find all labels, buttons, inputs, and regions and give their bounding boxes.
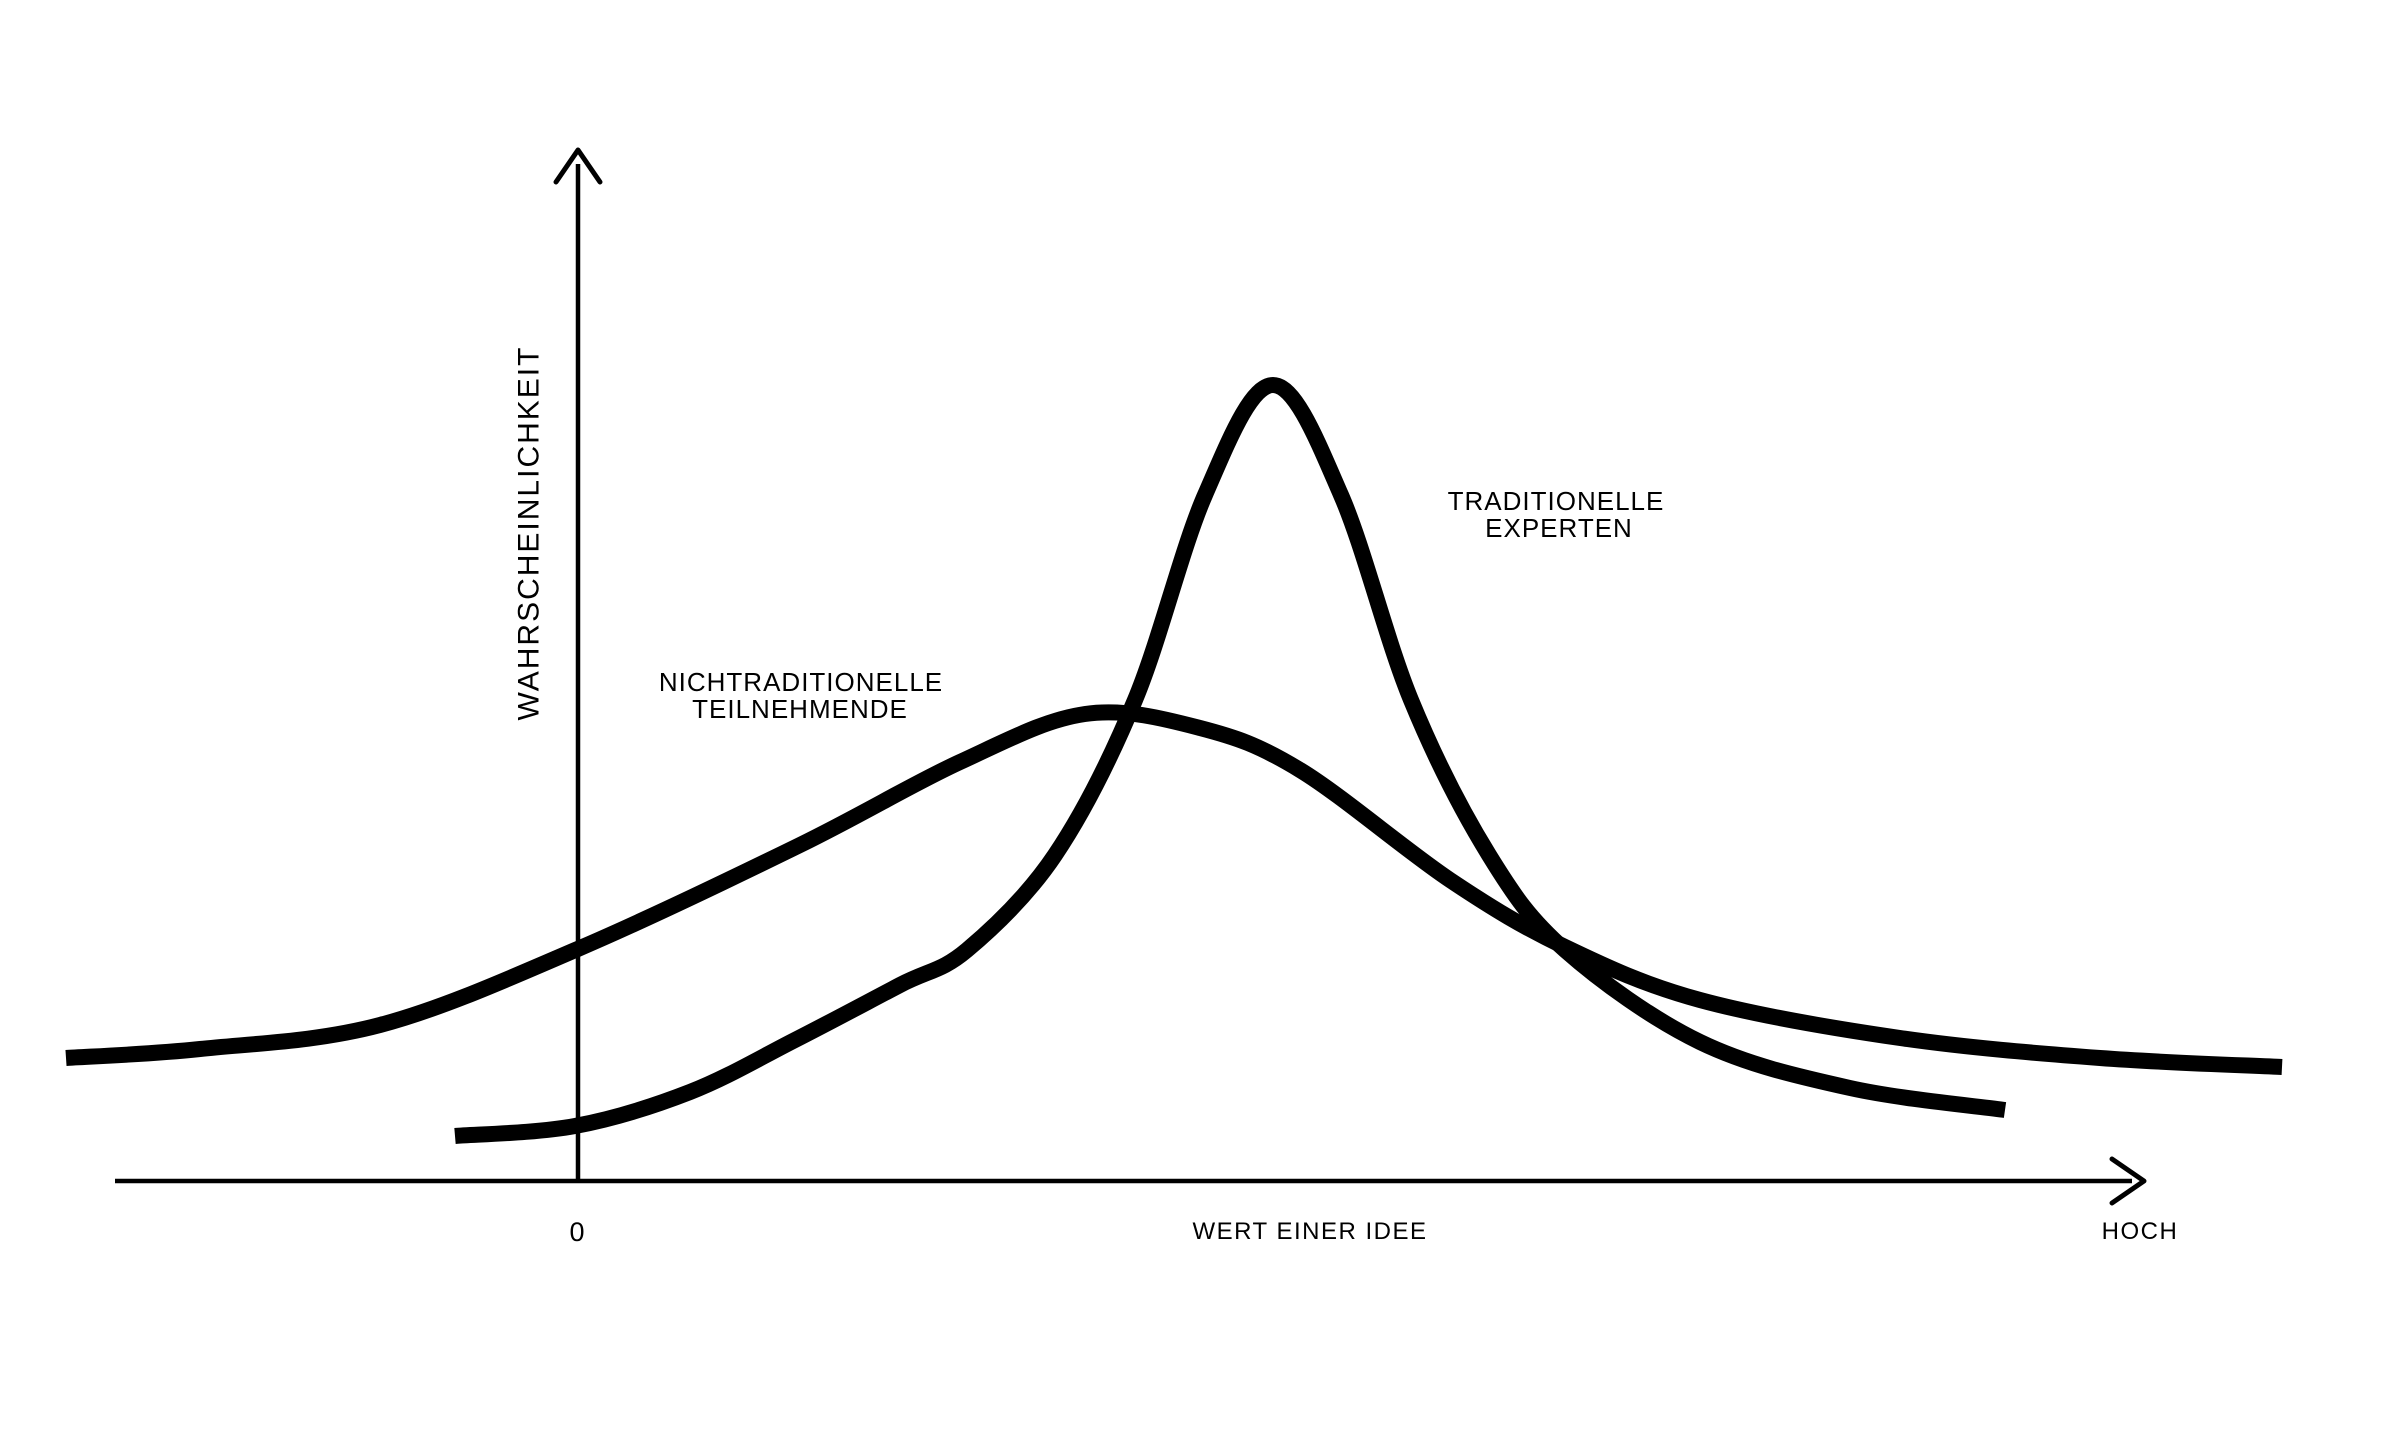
curve-traditional-experts (454, 377, 2007, 1144)
traditional-experts-label-line1: TRADITIONELLE (1448, 486, 1665, 516)
x-tick-hoch-label: HOCH (2102, 1218, 2179, 1245)
x-tick-zero-label: 0 (569, 1217, 584, 1247)
nontraditional-participants-label-line1: NICHTRADITIONELLE (659, 667, 943, 697)
x-axis-label: WERT EINER IDEE (1193, 1218, 1428, 1245)
traditional-experts-label-line2: EXPERTEN (1485, 513, 1633, 543)
y-axis-label: WAHRSCHEINLICHKEIT (513, 346, 546, 721)
y-axis-arrow-icon (553, 147, 603, 185)
x-axis-arrow-icon (2109, 1156, 2147, 1206)
nontraditional-participants-label-line2: TEILNEHMENDE (692, 694, 908, 724)
curve-nontraditional-participants (65, 704, 2283, 1075)
